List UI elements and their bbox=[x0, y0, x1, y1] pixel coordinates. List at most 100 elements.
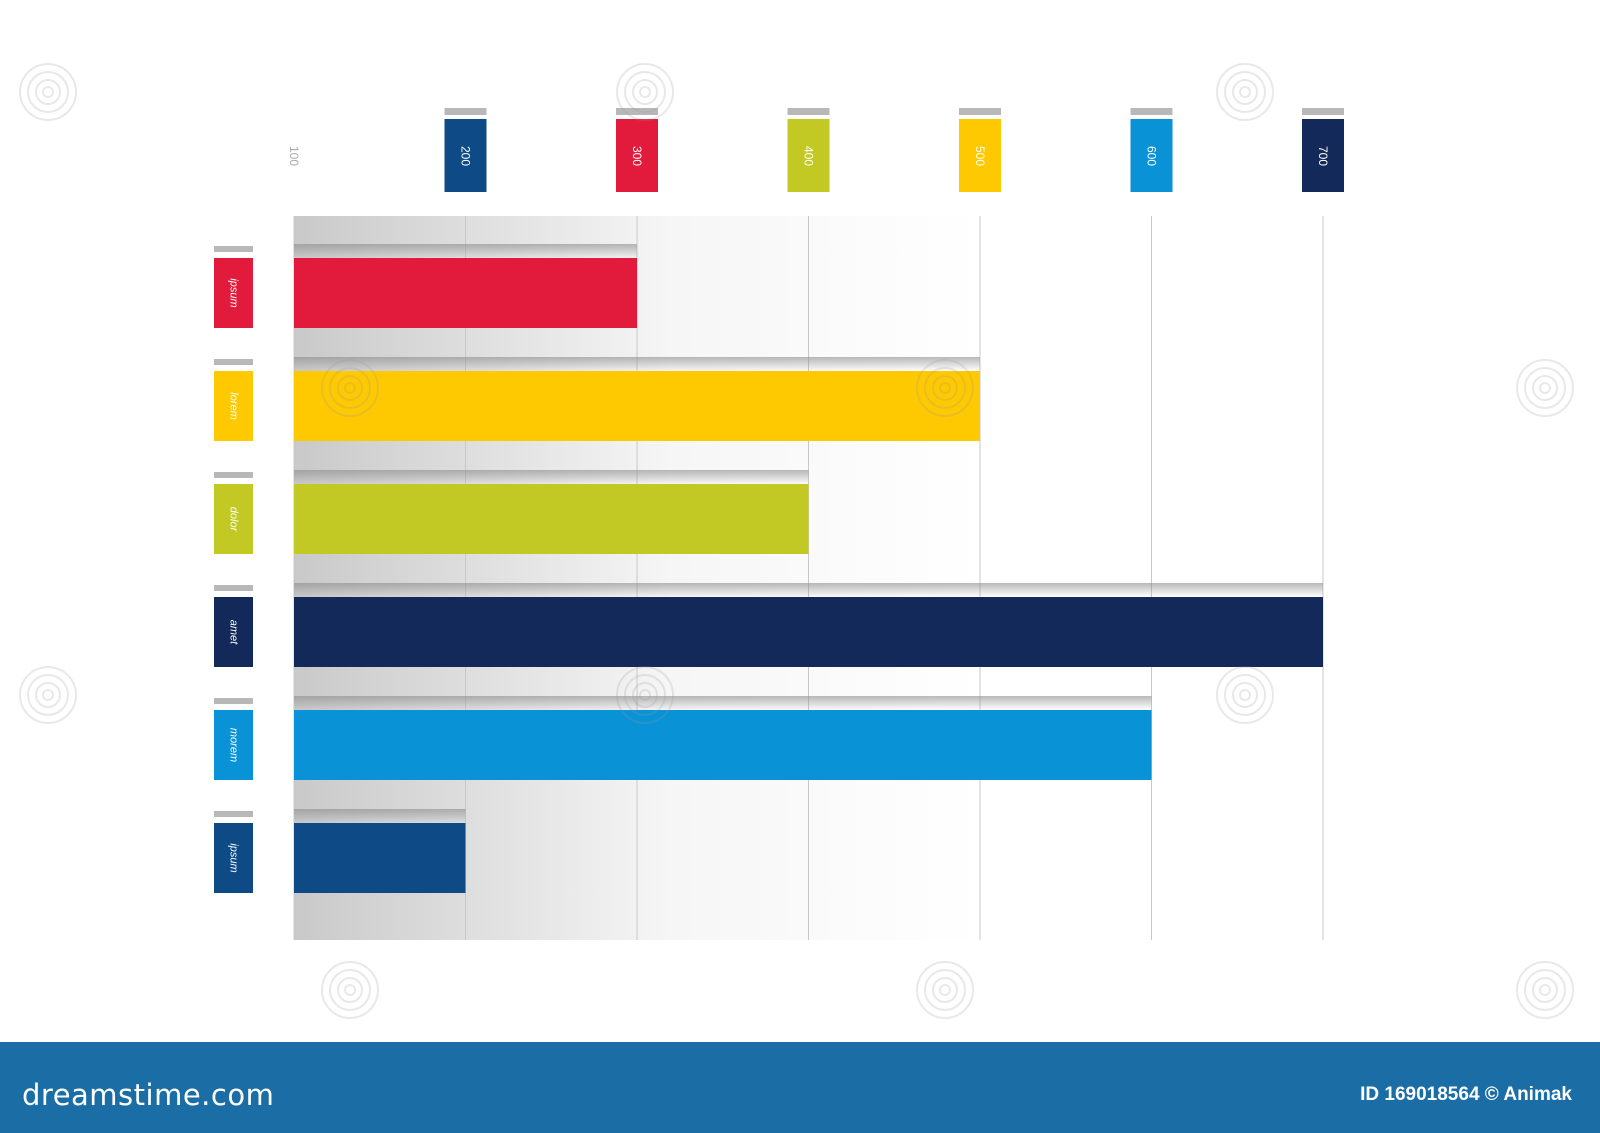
watermark-ring bbox=[639, 689, 651, 701]
x-tick-label: 400 bbox=[802, 146, 816, 166]
category-tab bbox=[214, 597, 253, 667]
category-tab-shadow bbox=[214, 472, 253, 478]
category-label: ipsum bbox=[228, 278, 240, 307]
watermark-logo bbox=[616, 666, 674, 724]
watermark-logo bbox=[916, 961, 974, 1019]
watermark-ring bbox=[344, 984, 356, 996]
watermark-ring bbox=[632, 79, 658, 105]
watermark-ring bbox=[924, 367, 966, 409]
watermark-ring bbox=[42, 689, 54, 701]
watermark-ring bbox=[321, 359, 379, 417]
watermark-ring bbox=[321, 961, 379, 1019]
footer-logo[interactable]: dreamstime.com bbox=[22, 1078, 275, 1112]
bar bbox=[294, 597, 1323, 667]
bar bbox=[294, 710, 1152, 780]
watermark-ring bbox=[932, 375, 958, 401]
watermark-ring bbox=[932, 977, 958, 1003]
watermark-ring bbox=[329, 969, 371, 1011]
tick-tab-shadow bbox=[616, 108, 658, 115]
watermark-ring bbox=[924, 969, 966, 1011]
bar-shadow bbox=[294, 809, 466, 823]
watermark-ring bbox=[42, 86, 54, 98]
bar-shadow bbox=[294, 470, 809, 484]
watermark-ring bbox=[624, 71, 666, 113]
watermark-ring bbox=[1224, 674, 1266, 716]
tick-tab-shadow bbox=[1302, 108, 1344, 115]
x-tick-label: 500 bbox=[973, 146, 987, 166]
category-tab-shadow bbox=[214, 698, 253, 704]
tick-tab bbox=[787, 119, 830, 192]
x-tick-label: 700 bbox=[1316, 146, 1330, 166]
bar bbox=[294, 371, 980, 441]
watermark-logo bbox=[1216, 666, 1274, 724]
bar bbox=[294, 258, 637, 328]
tick-tab bbox=[1302, 119, 1344, 192]
watermark-logo bbox=[1516, 961, 1574, 1019]
bar-shadow bbox=[294, 357, 980, 371]
watermark-ring bbox=[27, 674, 69, 716]
watermark-ring bbox=[1239, 689, 1251, 701]
category-tab bbox=[214, 823, 253, 893]
watermark-ring bbox=[939, 984, 951, 996]
watermark-ring bbox=[35, 79, 61, 105]
x-tick-label: 600 bbox=[1145, 146, 1159, 166]
watermark-ring bbox=[616, 666, 674, 724]
category-tab-shadow bbox=[214, 585, 253, 591]
tick-tab-shadow bbox=[959, 108, 1001, 115]
watermark-ring bbox=[337, 977, 363, 1003]
category-label: lorem bbox=[228, 392, 240, 420]
category-tab bbox=[214, 371, 253, 441]
watermark-logo bbox=[321, 359, 379, 417]
bar-chart: 100 200 300 400 500 600 700 ipsum lorem dolor ame… bbox=[19, 63, 1574, 1019]
tick-tab-shadow bbox=[1130, 108, 1173, 115]
watermark-ring bbox=[1216, 666, 1274, 724]
watermark-ring bbox=[1232, 79, 1258, 105]
bar bbox=[294, 484, 809, 554]
category-tab-shadow bbox=[214, 811, 253, 817]
watermark-ring bbox=[1539, 382, 1551, 394]
watermark-ring bbox=[939, 382, 951, 394]
watermark-ring bbox=[1516, 359, 1574, 417]
watermark-ring bbox=[639, 86, 651, 98]
watermark-ring bbox=[1532, 375, 1558, 401]
watermark-ring bbox=[1224, 71, 1266, 113]
tick-tab bbox=[444, 119, 487, 192]
tick-tab bbox=[1130, 119, 1173, 192]
bar bbox=[294, 823, 466, 893]
watermark-ring bbox=[19, 666, 77, 724]
watermark-ring bbox=[337, 375, 363, 401]
watermark-ring bbox=[329, 367, 371, 409]
bar-shadow bbox=[294, 244, 637, 258]
footer-bar: dreamstime.com ID 169018564 © Animak bbox=[0, 1042, 1600, 1133]
watermark-ring bbox=[1239, 86, 1251, 98]
category-tab-shadow bbox=[214, 359, 253, 365]
footer-credit: ID 169018564 © Animak bbox=[1360, 1084, 1572, 1105]
watermark-logo bbox=[321, 961, 379, 1019]
watermark-logo bbox=[616, 63, 674, 121]
watermark-ring bbox=[1539, 984, 1551, 996]
bar-shadow bbox=[294, 583, 1323, 597]
watermark-ring bbox=[1232, 682, 1258, 708]
watermark-ring bbox=[1216, 63, 1274, 121]
watermark-ring bbox=[35, 682, 61, 708]
watermark-ring bbox=[632, 682, 658, 708]
watermark-logo bbox=[19, 63, 77, 121]
category-tab bbox=[214, 484, 253, 554]
watermark-ring bbox=[616, 63, 674, 121]
category-tab-shadow bbox=[214, 246, 253, 252]
watermark-ring bbox=[27, 71, 69, 113]
watermark-ring bbox=[1524, 367, 1566, 409]
category-label: amet bbox=[228, 620, 240, 645]
watermark-ring bbox=[344, 382, 356, 394]
watermark-ring bbox=[916, 359, 974, 417]
watermark-ring bbox=[624, 674, 666, 716]
watermark-ring bbox=[1524, 969, 1566, 1011]
x-tick-label: 200 bbox=[459, 146, 473, 166]
watermark-ring bbox=[19, 63, 77, 121]
tick-tab-shadow bbox=[787, 108, 830, 115]
bar-shadow bbox=[294, 696, 1152, 710]
category-tab bbox=[214, 710, 253, 780]
watermark-logo bbox=[19, 666, 77, 724]
category-label: dolor bbox=[228, 507, 240, 533]
watermark-ring bbox=[916, 961, 974, 1019]
